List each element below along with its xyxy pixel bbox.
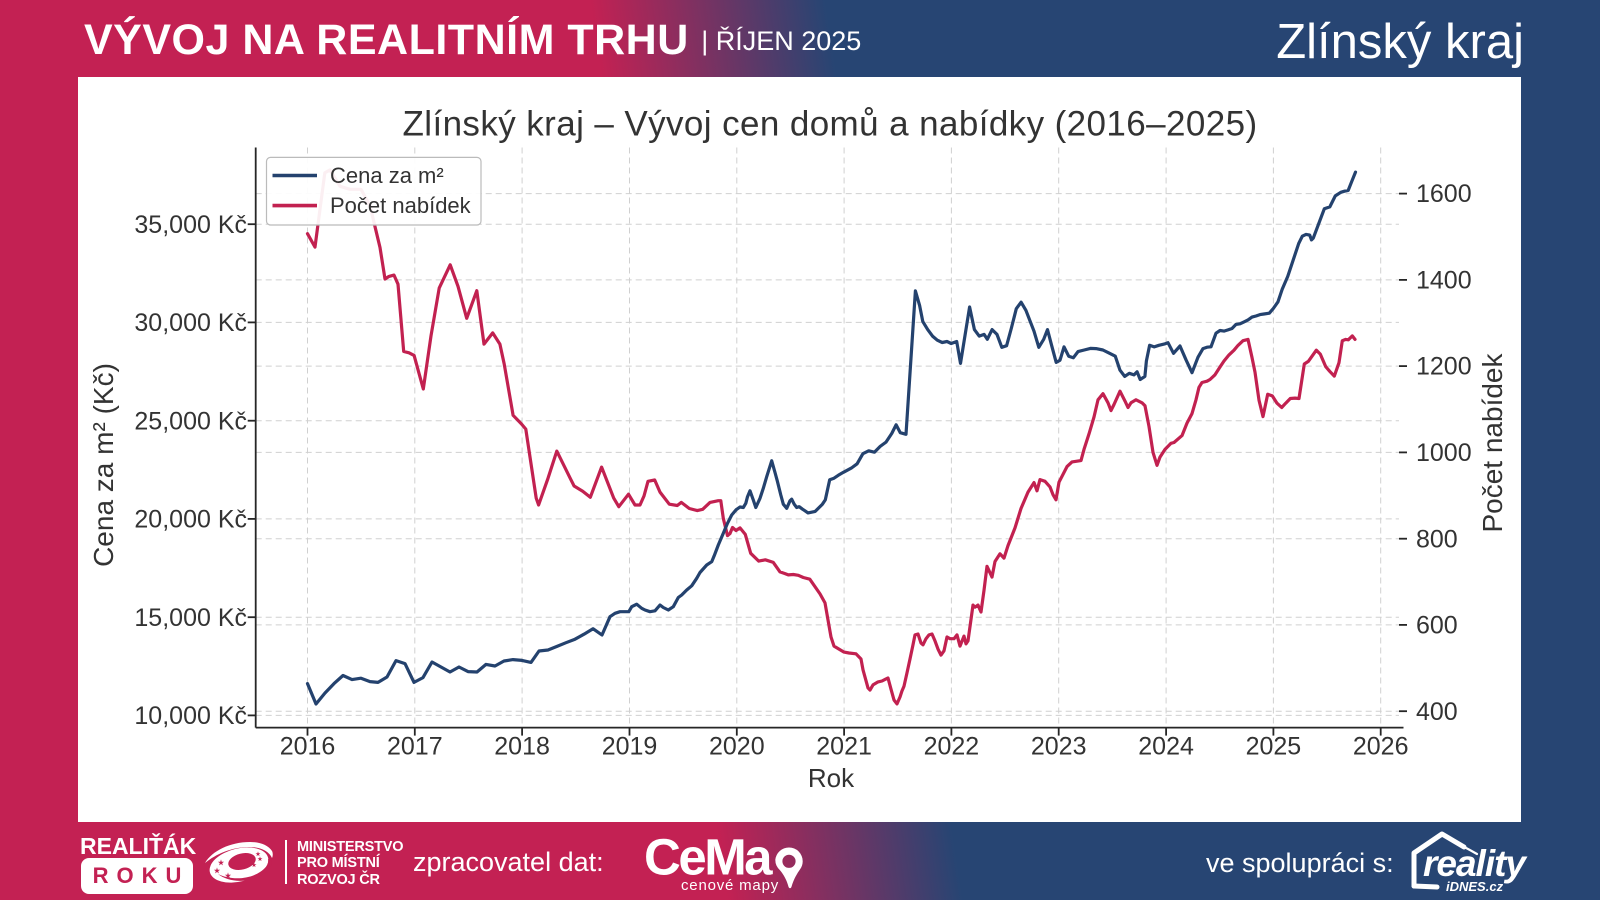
svg-text:Rok: Rok [808, 763, 855, 793]
svg-text:Zlínský kraj – Vývoj cen domů: Zlínský kraj – Vývoj cen domů a nabídky … [402, 105, 1257, 144]
svg-text:800: 800 [1416, 525, 1458, 553]
svg-text:2023: 2023 [1031, 733, 1087, 761]
svg-text:2017: 2017 [387, 733, 443, 761]
svg-text:400: 400 [1416, 698, 1458, 726]
svg-text:2022: 2022 [924, 733, 980, 761]
svg-text:reality: reality [1423, 843, 1528, 884]
svg-text:20,000 Kč: 20,000 Kč [134, 506, 247, 534]
svg-text:2021: 2021 [816, 733, 872, 761]
svg-text:2020: 2020 [709, 733, 765, 761]
svg-text:1000: 1000 [1416, 439, 1472, 467]
svg-text:2019: 2019 [602, 733, 658, 761]
svg-text:2018: 2018 [494, 733, 550, 761]
svg-text:1400: 1400 [1416, 267, 1472, 295]
svg-text:2025: 2025 [1246, 733, 1302, 761]
svg-text:10,000 Kč: 10,000 Kč [134, 702, 247, 730]
svg-text:2016: 2016 [280, 733, 336, 761]
svg-text:35,000 Kč: 35,000 Kč [134, 211, 247, 239]
svg-text:30,000 Kč: 30,000 Kč [134, 309, 247, 337]
svg-text:2024: 2024 [1138, 733, 1194, 761]
svg-text:600: 600 [1416, 612, 1458, 640]
svg-text:Cena za m²: Cena za m² [330, 163, 444, 188]
svg-text:Počet nabídek: Počet nabídek [330, 193, 472, 218]
svg-text:Počet nabídek: Počet nabídek [1477, 352, 1508, 532]
svg-text:Cena za m² (Kč): Cena za m² (Kč) [88, 363, 119, 567]
svg-text:iDNES.cz: iDNES.cz [1446, 879, 1504, 894]
svg-text:2026: 2026 [1353, 733, 1409, 761]
svg-text:15,000 Kč: 15,000 Kč [134, 604, 247, 632]
svg-text:cenové mapy: cenové mapy [681, 877, 779, 894]
svg-text:25,000 Kč: 25,000 Kč [134, 407, 247, 435]
svg-text:1200: 1200 [1416, 353, 1472, 381]
svg-text:1600: 1600 [1416, 180, 1472, 208]
svg-text:CeMa: CeMa [644, 830, 773, 886]
